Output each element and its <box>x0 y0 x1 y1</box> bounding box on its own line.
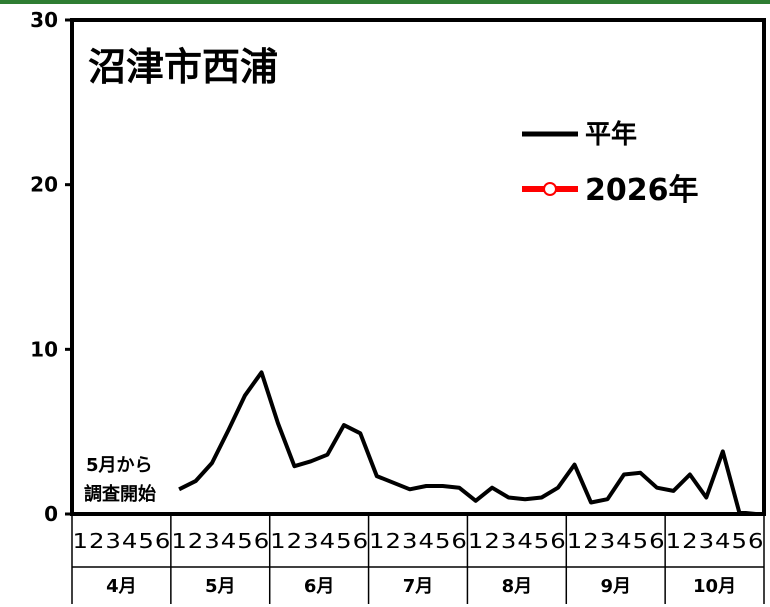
x-period-label: 1 <box>369 529 385 553</box>
x-period-label: 2 <box>287 529 303 553</box>
x-period-label: 5 <box>138 529 154 553</box>
x-period-label: 6 <box>353 529 369 553</box>
x-period-label: 6 <box>155 529 171 553</box>
x-period-label: 1 <box>567 529 583 553</box>
x-month-label: 7月 <box>403 576 434 597</box>
x-period-label: 1 <box>171 529 187 553</box>
x-month-label: 9月 <box>600 576 631 597</box>
x-period-label: 2 <box>583 529 599 553</box>
x-period-label: 4 <box>715 529 731 553</box>
x-month-label: 10月 <box>693 576 736 597</box>
x-period-label: 3 <box>501 529 517 553</box>
x-period-label: 6 <box>451 529 467 553</box>
x-period-label: 5 <box>633 529 649 553</box>
x-period-label: 2 <box>484 529 500 553</box>
x-period-label: 5 <box>237 529 253 553</box>
x-period-label: 2 <box>386 529 402 553</box>
x-period-label: 4 <box>221 529 237 553</box>
x-period-label: 5 <box>435 529 451 553</box>
annotation-line-1: 5月から <box>86 455 153 476</box>
x-period-label: 3 <box>303 529 319 553</box>
y-tick-label: 0 <box>44 502 58 526</box>
legend-marker-2026 <box>543 182 557 196</box>
x-period-label: 3 <box>204 529 220 553</box>
y-tick-label: 20 <box>30 173 58 197</box>
x-month-label: 8月 <box>502 576 533 597</box>
x-month-label: 6月 <box>304 576 335 597</box>
x-period-label: 3 <box>600 529 616 553</box>
x-period-label: 2 <box>682 529 698 553</box>
plot-frame <box>70 18 766 516</box>
legend: 平年 2026年 <box>522 119 699 208</box>
x-period-label: 6 <box>550 529 566 553</box>
x-period-label: 3 <box>402 529 418 553</box>
x-period-label: 6 <box>748 529 764 553</box>
x-period-label: 3 <box>699 529 715 553</box>
annotation-line-2: 調査開始 <box>84 483 156 505</box>
x-period-label: 4 <box>320 529 336 553</box>
x-period-label: 3 <box>105 529 121 553</box>
y-axis: 0 10 20 30 <box>30 8 72 526</box>
x-period-label: 6 <box>649 529 665 553</box>
x-period-label: 1 <box>666 529 682 553</box>
x-period-label: 4 <box>517 529 533 553</box>
y-tick-label: 30 <box>30 8 58 32</box>
x-period-label: 6 <box>254 529 270 553</box>
x-period-label: 4 <box>616 529 632 553</box>
x-period-label: 2 <box>89 529 105 553</box>
series-line-normal <box>178 370 756 516</box>
chart-title: 沼津市西浦 <box>88 45 278 89</box>
x-period-label: 5 <box>336 529 352 553</box>
legend-label-2026: 2026年 <box>585 173 699 208</box>
x-month-label: 5月 <box>205 576 236 597</box>
x-period-label: 5 <box>534 529 550 553</box>
x-month-label: 4月 <box>106 576 137 597</box>
x-period-label: 2 <box>188 529 204 553</box>
x-period-label: 1 <box>72 529 88 553</box>
x-period-label: 1 <box>270 529 286 553</box>
x-period-label: 4 <box>418 529 434 553</box>
top-rule <box>0 0 770 4</box>
x-period-label: 1 <box>468 529 484 553</box>
y-tick-label: 10 <box>30 337 58 361</box>
legend-label-normal: 平年 <box>585 119 637 150</box>
x-period-label: 4 <box>122 529 138 553</box>
x-period-label: 5 <box>732 529 748 553</box>
